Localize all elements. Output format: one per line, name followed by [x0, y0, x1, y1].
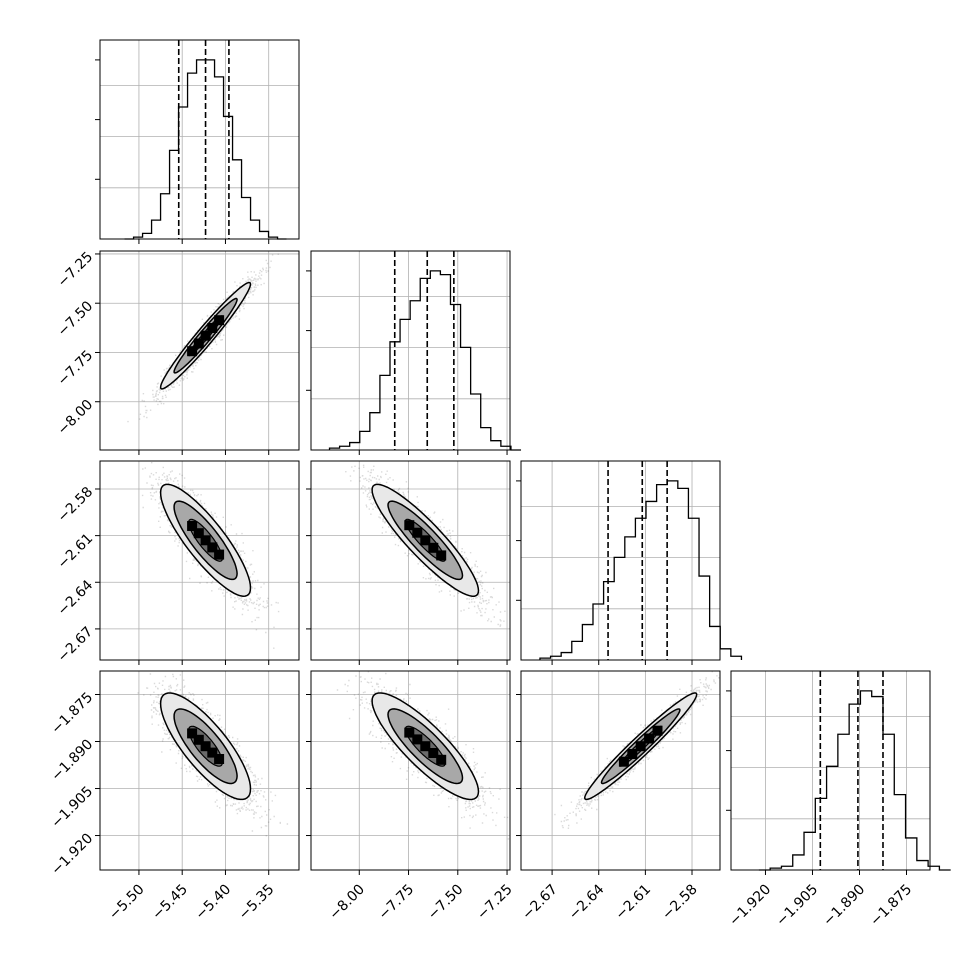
- panel-frame: [310, 460, 511, 661]
- density-peak: [412, 734, 423, 745]
- density-peak: [200, 741, 211, 752]
- x-tick-label: −8.00: [326, 881, 368, 923]
- panel-frame: [99, 250, 300, 451]
- y-tick-label: −1.875: [48, 689, 96, 737]
- density-peak: [187, 521, 198, 531]
- y-tick-label: −2.61: [55, 531, 97, 573]
- histogram-panel-1: [310, 250, 522, 451]
- density-peak: [436, 550, 447, 561]
- density-peak: [214, 315, 225, 326]
- x-tick-label: −2.67: [519, 881, 561, 923]
- density-peak: [627, 749, 638, 759]
- density-peak: [187, 346, 198, 357]
- x-tick-label: −2.58: [659, 881, 701, 923]
- scatter-panel-2-1: [310, 460, 511, 661]
- x-tick-label: −2.61: [612, 881, 654, 923]
- panel-frame: [730, 670, 931, 871]
- y-tick-label: −1.905: [48, 783, 96, 831]
- y-tick-label: −7.75: [55, 347, 97, 389]
- panel-frame: [520, 670, 721, 871]
- x-tick-label: −5.45: [149, 881, 191, 923]
- scatter-area: [554, 671, 720, 829]
- density-peak: [200, 330, 211, 341]
- density-peak: [652, 725, 663, 736]
- panel-frame: [310, 250, 511, 451]
- x-tick-label: −5.35: [236, 881, 278, 923]
- x-tick-label: −7.75: [376, 881, 418, 923]
- x-tick-label: −1.875: [867, 881, 915, 929]
- scatter-area: [336, 671, 510, 840]
- density-peak: [187, 728, 198, 739]
- scatter-area: [345, 464, 506, 627]
- panel-frame: [99, 670, 300, 871]
- scatter-panel-3-1: [310, 670, 511, 871]
- y-tick-label: −2.58: [55, 484, 97, 526]
- y-tick-label: −8.00: [55, 397, 97, 439]
- x-tick-label: −5.50: [106, 881, 148, 923]
- x-tick-label: −7.50: [425, 881, 467, 923]
- density-peak: [404, 520, 415, 531]
- x-tick-label: −1.905: [773, 881, 821, 929]
- y-tick-label: −7.50: [55, 298, 97, 340]
- density-peak: [214, 549, 225, 560]
- density-peak: [420, 535, 431, 546]
- density-peak: [428, 542, 439, 553]
- scatter-panel-3-0: [99, 670, 300, 871]
- density-peak: [193, 338, 204, 349]
- x-tick-label: −1.920: [726, 881, 774, 929]
- y-tick-label: −2.64: [55, 577, 97, 619]
- density-peak: [404, 727, 415, 738]
- density-peak: [207, 747, 218, 758]
- scatter-panel-2-0: [99, 460, 300, 661]
- x-tick-label: −5.40: [193, 881, 235, 923]
- y-tick-label: −2.67: [55, 624, 97, 666]
- histogram-panel-0: [99, 39, 300, 240]
- scatter-area: [128, 671, 289, 837]
- density-peak: [412, 527, 423, 538]
- density-peak: [635, 741, 646, 752]
- density-peak: [193, 528, 204, 539]
- density-peak: [436, 754, 447, 765]
- y-tick-label: −1.890: [48, 736, 96, 784]
- y-tick-label: −7.25: [55, 249, 97, 291]
- panel-frame: [99, 460, 300, 661]
- density-peak: [193, 734, 204, 745]
- density-peak: [420, 741, 431, 752]
- histogram-bars-1: [328, 270, 522, 451]
- x-tick-label: −1.890: [820, 881, 868, 929]
- density-peak: [428, 748, 439, 758]
- density-peak: [200, 535, 211, 546]
- density-peak: [214, 754, 225, 764]
- histogram-bars-3: [758, 690, 951, 871]
- histogram-bars-2: [539, 480, 743, 660]
- panel-frame: [310, 670, 511, 871]
- density-peak: [207, 542, 218, 553]
- y-tick-label: −1.920: [48, 831, 96, 879]
- panel-frame: [99, 39, 300, 240]
- panel-frame: [520, 460, 721, 661]
- scatter-area: [141, 462, 280, 649]
- density-peak: [618, 756, 629, 767]
- histogram-panel-3: [730, 670, 951, 871]
- density-peak: [207, 323, 218, 333]
- x-tick-label: −7.25: [474, 881, 516, 923]
- scatter-area: [127, 253, 279, 423]
- density-peak: [644, 733, 655, 744]
- x-tick-label: −2.64: [566, 881, 608, 923]
- histogram-panel-2: [520, 460, 743, 661]
- scatter-panel-1-0: [99, 250, 300, 451]
- scatter-panel-3-2: [520, 670, 721, 871]
